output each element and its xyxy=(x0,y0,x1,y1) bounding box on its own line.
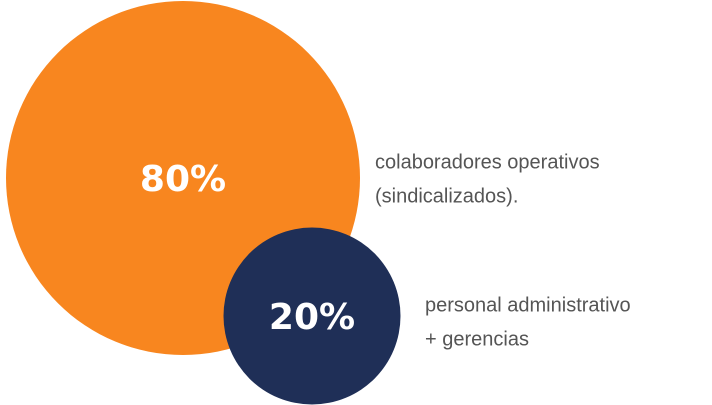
description: colaboradores operativos xyxy=(375,151,600,173)
description: + gerencias xyxy=(425,328,529,350)
value-label: 80% xyxy=(140,159,226,200)
description: (sindicalizados). xyxy=(375,185,518,207)
value-label: 20% xyxy=(269,297,355,338)
description: personal administrativo xyxy=(425,294,631,316)
bubble xyxy=(223,227,401,405)
